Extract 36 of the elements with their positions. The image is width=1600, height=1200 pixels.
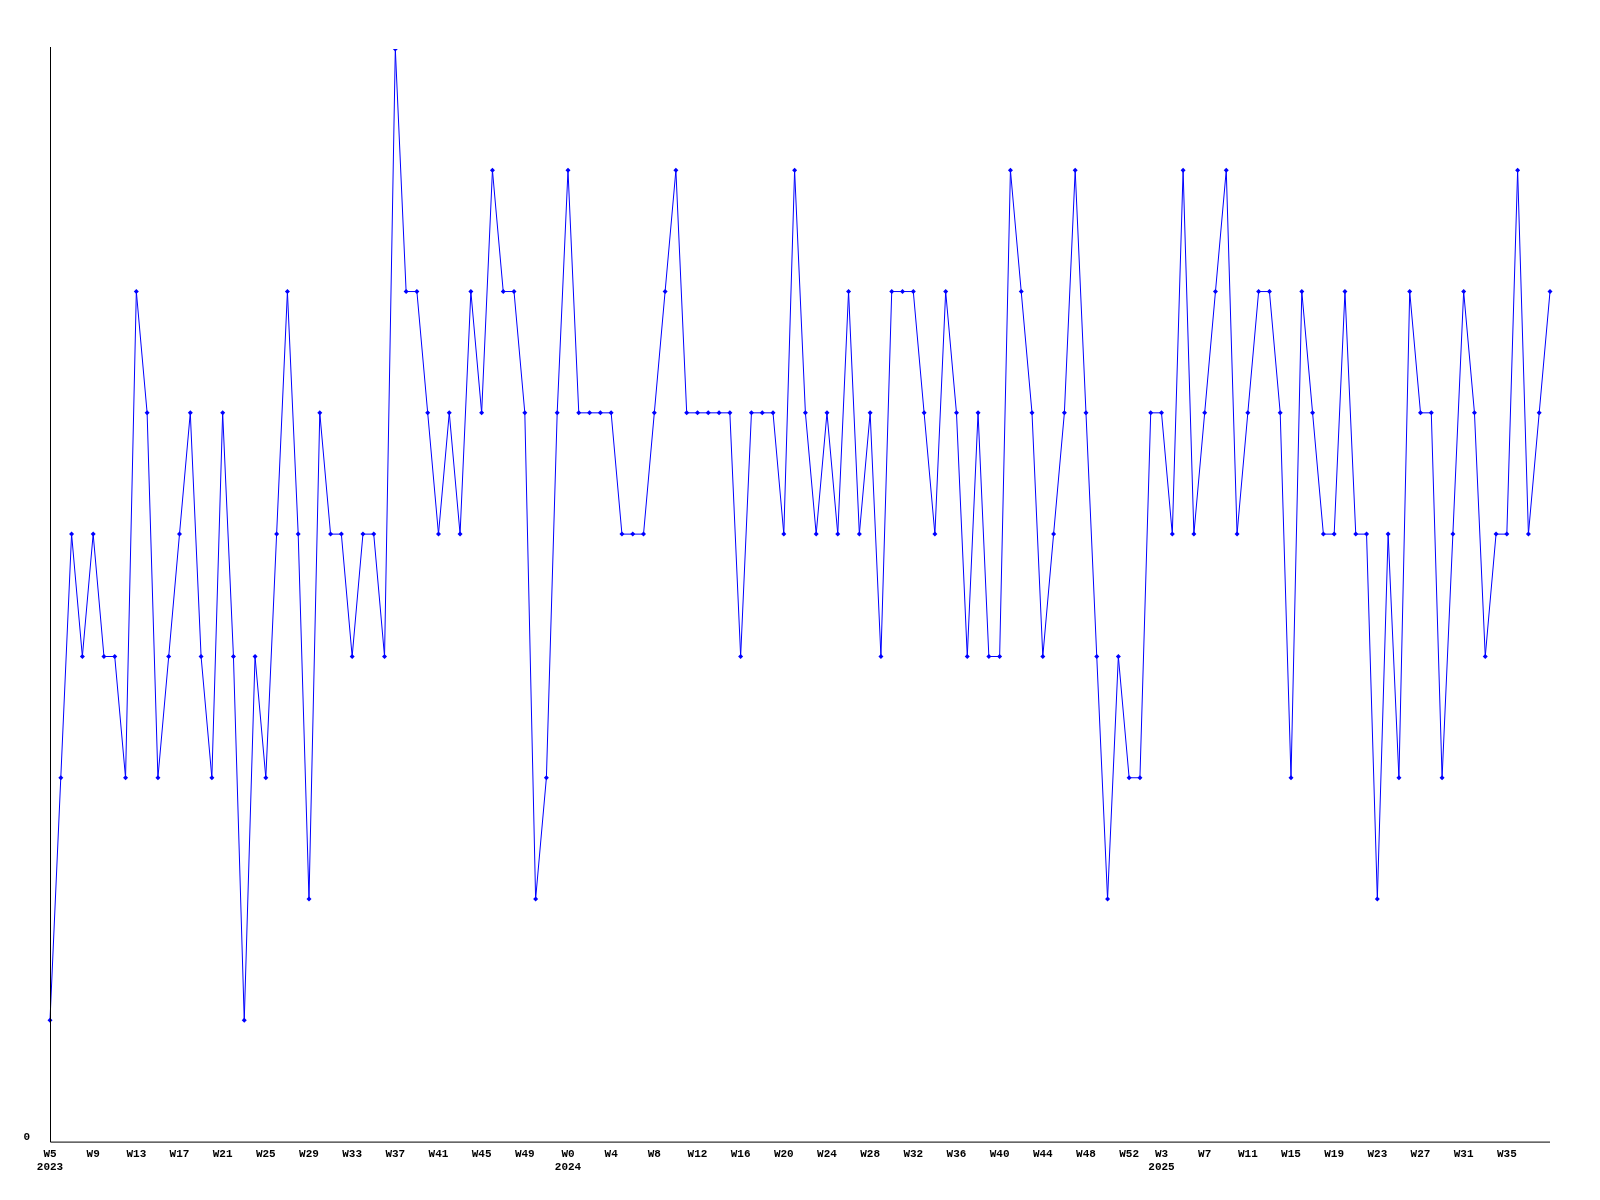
- x-tick-label: W7: [1198, 1147, 1212, 1160]
- x-tick-label: W48: [1076, 1147, 1097, 1160]
- x-tick-label: W17: [169, 1147, 190, 1160]
- x-tick-label: W15: [1281, 1147, 1302, 1160]
- x-tick-label: W4: [604, 1147, 619, 1160]
- x-tick-label: W52: [1119, 1147, 1140, 1160]
- x-tick-label: W31: [1453, 1147, 1474, 1160]
- x-tick-label: W21: [212, 1147, 233, 1160]
- x-tick-label: W24: [817, 1147, 838, 1160]
- x-tick-label: W23: [1367, 1147, 1388, 1160]
- x-tick-label: W35: [1496, 1147, 1518, 1160]
- x-tick-label: W19: [1324, 1147, 1345, 1160]
- x-tick-label: W3 2025: [1148, 1147, 1176, 1174]
- x-tick-label: W8: [647, 1147, 662, 1160]
- x-tick-label: W40: [989, 1147, 1010, 1160]
- x-tick-label: W28: [860, 1147, 881, 1160]
- x-tick-label: W25: [255, 1147, 277, 1160]
- x-tick-label: W44: [1032, 1147, 1054, 1160]
- x-tick-label: W32: [903, 1147, 924, 1160]
- x-tick-label: W0 2024: [554, 1147, 582, 1174]
- x-tick-label: W16: [730, 1147, 751, 1160]
- x-tick-label: W12: [687, 1147, 708, 1160]
- x-tick-label: W41: [428, 1147, 449, 1160]
- x-tick-label: W9: [86, 1147, 100, 1160]
- x-tick-label: W11: [1237, 1147, 1259, 1160]
- x-tick-label: W20: [773, 1147, 794, 1160]
- x-tick-label: W49: [514, 1147, 535, 1160]
- x-tick-label: W5 2023: [36, 1147, 64, 1174]
- x-tick-label: W33: [342, 1147, 363, 1160]
- x-tick-label: W36: [946, 1147, 967, 1160]
- text: 0: [23, 1131, 30, 1144]
- x-tick-label: W27: [1410, 1147, 1431, 1160]
- x-tick-label: W13: [126, 1147, 147, 1160]
- x-tick-label: W37: [385, 1147, 406, 1160]
- x-tick-label: W29: [299, 1147, 319, 1160]
- x-tick-label: W45: [471, 1147, 492, 1160]
